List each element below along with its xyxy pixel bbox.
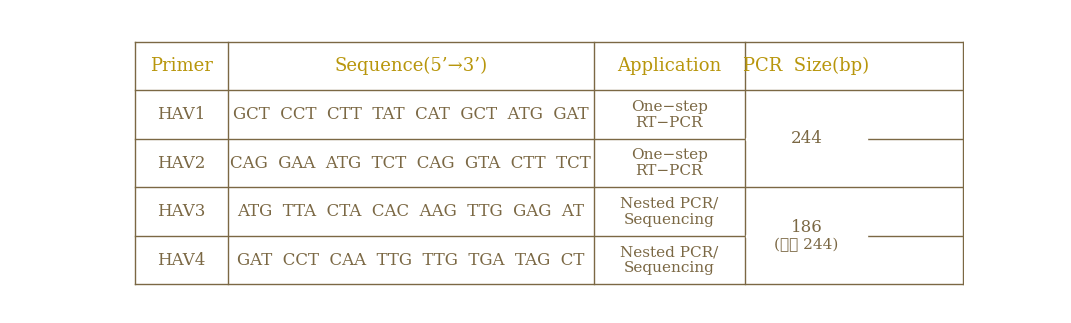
- Text: One−step
RT−PCR: One−step RT−PCR: [631, 99, 708, 130]
- Text: HAV1: HAV1: [157, 106, 206, 123]
- Text: Application: Application: [617, 57, 722, 75]
- Text: HAV2: HAV2: [157, 155, 206, 172]
- Text: 244: 244: [790, 130, 823, 147]
- Text: One−step
RT−PCR: One−step RT−PCR: [631, 148, 708, 178]
- Text: GAT  CCT  CAA  TTG  TTG  TGA  TAG  CT: GAT CCT CAA TTG TTG TGA TAG CT: [237, 252, 585, 269]
- Text: ATG  TTA  CTA  CAC  AAG  TTG  GAG  AT: ATG TTA CTA CAC AAG TTG GAG AT: [237, 203, 584, 220]
- Bar: [745, 138, 866, 140]
- Text: CAG  GAA  ATG  TCT  CAG  GTA  CTT  TCT: CAG GAA ATG TCT CAG GTA CTT TCT: [230, 155, 591, 172]
- Text: Nested PCR/
Sequencing: Nested PCR/ Sequencing: [620, 196, 719, 227]
- Bar: [745, 235, 866, 237]
- Text: 186: 186: [790, 219, 823, 236]
- Text: HAV3: HAV3: [157, 203, 206, 220]
- Text: (또는 244): (또는 244): [774, 237, 839, 252]
- Text: Sequence(5’→3’): Sequence(5’→3’): [334, 57, 487, 75]
- Text: GCT  CCT  CTT  TAT  CAT  GCT  ATG  GAT: GCT CCT CTT TAT CAT GCT ATG GAT: [232, 106, 588, 123]
- Text: Primer: Primer: [150, 57, 213, 75]
- Text: PCR  Size(bp): PCR Size(bp): [743, 57, 870, 75]
- Text: Nested PCR/
Sequencing: Nested PCR/ Sequencing: [620, 245, 719, 275]
- Text: HAV4: HAV4: [157, 252, 206, 269]
